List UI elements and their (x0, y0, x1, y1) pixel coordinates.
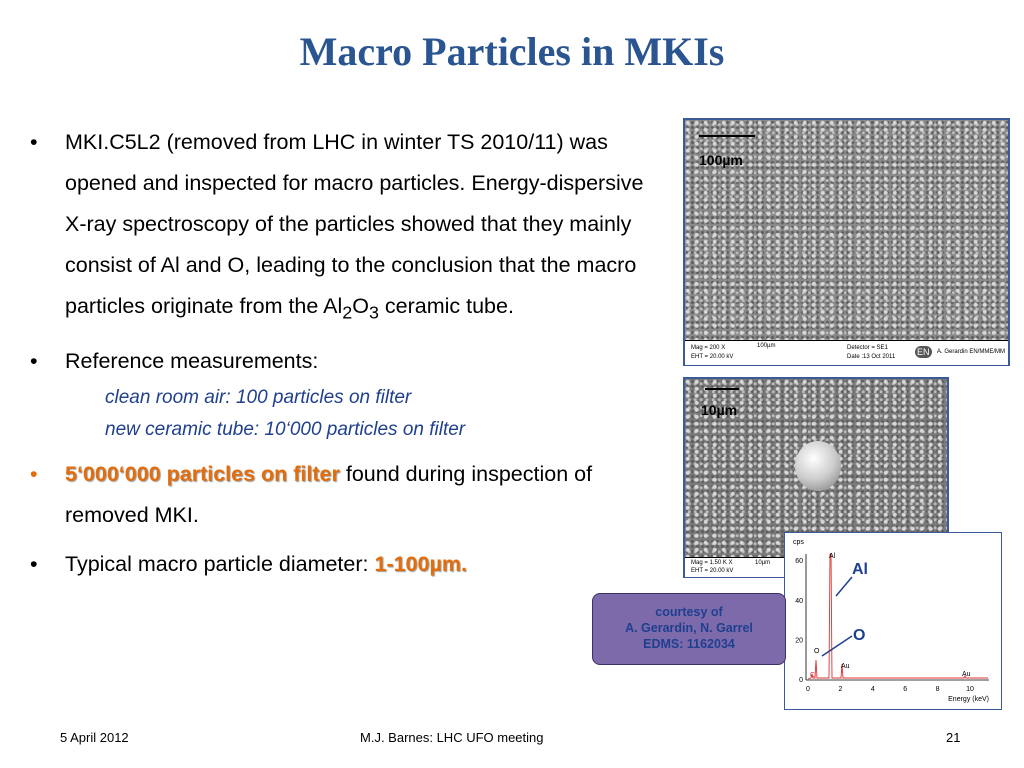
courtesy-line: courtesy of (655, 605, 723, 619)
info: EHT = 20.00 kV (691, 568, 734, 574)
info: A. Gerardin EN/MME/MM (937, 349, 1006, 355)
x-tick-label: 8 (936, 686, 940, 693)
bullet: Typical macro particle diameter: 1-100µm… (28, 544, 648, 585)
spectrum-line (807, 553, 988, 680)
spectrum-labels: 0 20 40 60 0 2 4 6 8 10 cps Energy (keV) Al C O Au Au (793, 539, 989, 703)
courtesy-line: EDMS: 1162034 (643, 637, 735, 651)
info-bar: Mag = 1.50 K X EHT = 20.00 kV 10µm (685, 557, 785, 577)
peak-label: O (814, 648, 820, 655)
info: EHT = 20.00 kV (691, 354, 734, 360)
y-tick-label: 20 (795, 637, 803, 644)
y-tick-label: 40 (795, 598, 803, 605)
bullet: MKI.C5L2 (removed from LHC in winter TS … (28, 122, 648, 333)
x-tick-label: 0 (806, 686, 810, 693)
info: Date :13 Oct 2011 (847, 354, 896, 360)
scale-bar (705, 388, 739, 390)
x-axis-label: Energy (keV) (948, 696, 989, 703)
bullet: Reference measurements: clean room air: … (28, 341, 648, 446)
text: Typical macro particle diameter: (65, 552, 375, 577)
info: 10µm (755, 560, 771, 566)
logo: EN (915, 346, 932, 358)
text: ceramic tube. (378, 294, 514, 318)
callout: O (853, 627, 865, 644)
text: Reference measurements: (65, 349, 319, 374)
spectrum: 0 20 40 60 0 2 4 6 8 10 cps Energy (keV) Al C O Au Au Al… (784, 532, 1002, 710)
text: O (352, 294, 369, 318)
y-tick-label: 60 (795, 558, 803, 565)
info: Mag = 1.50 K X (691, 560, 733, 566)
courtesy-line: A. Gerardin, N. Garrel (625, 621, 753, 635)
subitem: clean room air: 100 particles on filter (105, 387, 412, 409)
arrow (835, 576, 853, 597)
footer-center: M.J. Barnes: LHC UFO meeting (360, 730, 544, 745)
highlight: 5‘000‘000 particles on filter (65, 462, 340, 487)
bullet-list: MKI.C5L2 (removed from LHC in winter TS … (28, 122, 648, 593)
x-tick-label: 6 (903, 686, 907, 693)
footer-page: 21 (946, 730, 961, 745)
y-axis-label: cps (793, 539, 804, 546)
scale-bar (699, 135, 755, 137)
text: MKI.C5L2 (removed from LHC in winter TS … (65, 130, 644, 318)
sem-image: 100µm Mag = 200 X EHT = 20.00 kV 100µm D… (683, 118, 1010, 366)
info-bar: Mag = 200 X EHT = 20.00 kV 100µm Detecto… (685, 340, 1008, 365)
y-tick-label: 0 (799, 677, 803, 684)
highlight: 1-100µm. (374, 552, 467, 577)
arrow (821, 635, 853, 657)
info: 100µm (757, 343, 776, 349)
x-tick-label: 2 (838, 686, 842, 693)
footer-date: 5 April 2012 (60, 730, 129, 745)
courtesy-box: courtesy of A. Gerardin, N. Garrel EDMS:… (592, 593, 786, 665)
title: Macro Particles in MKIs (299, 29, 725, 74)
callout: Al (852, 561, 868, 578)
frame (784, 532, 1002, 710)
subscript: 2 (342, 302, 353, 323)
x-tick-label: 4 (871, 686, 875, 693)
peak-label: C (810, 672, 815, 679)
peak-label: Al (829, 553, 836, 560)
peak-label: Au (841, 663, 850, 670)
text: found during inspection of removed MKI. (65, 462, 593, 528)
info: Detector = SE1 (847, 345, 888, 351)
subscript: 3 (368, 302, 379, 323)
peak-label: Au (962, 671, 971, 678)
x-tick-label: 10 (966, 686, 974, 693)
particle (795, 441, 841, 491)
info: Mag = 200 X (691, 345, 726, 351)
scale-label: 100µm (699, 152, 743, 168)
bullet: 5‘000‘000 particles on filter found duri… (28, 454, 648, 536)
subitem: new ceramic tube: 10‘000 particles on fi… (105, 419, 466, 441)
scale-label: 10µm (701, 402, 738, 418)
